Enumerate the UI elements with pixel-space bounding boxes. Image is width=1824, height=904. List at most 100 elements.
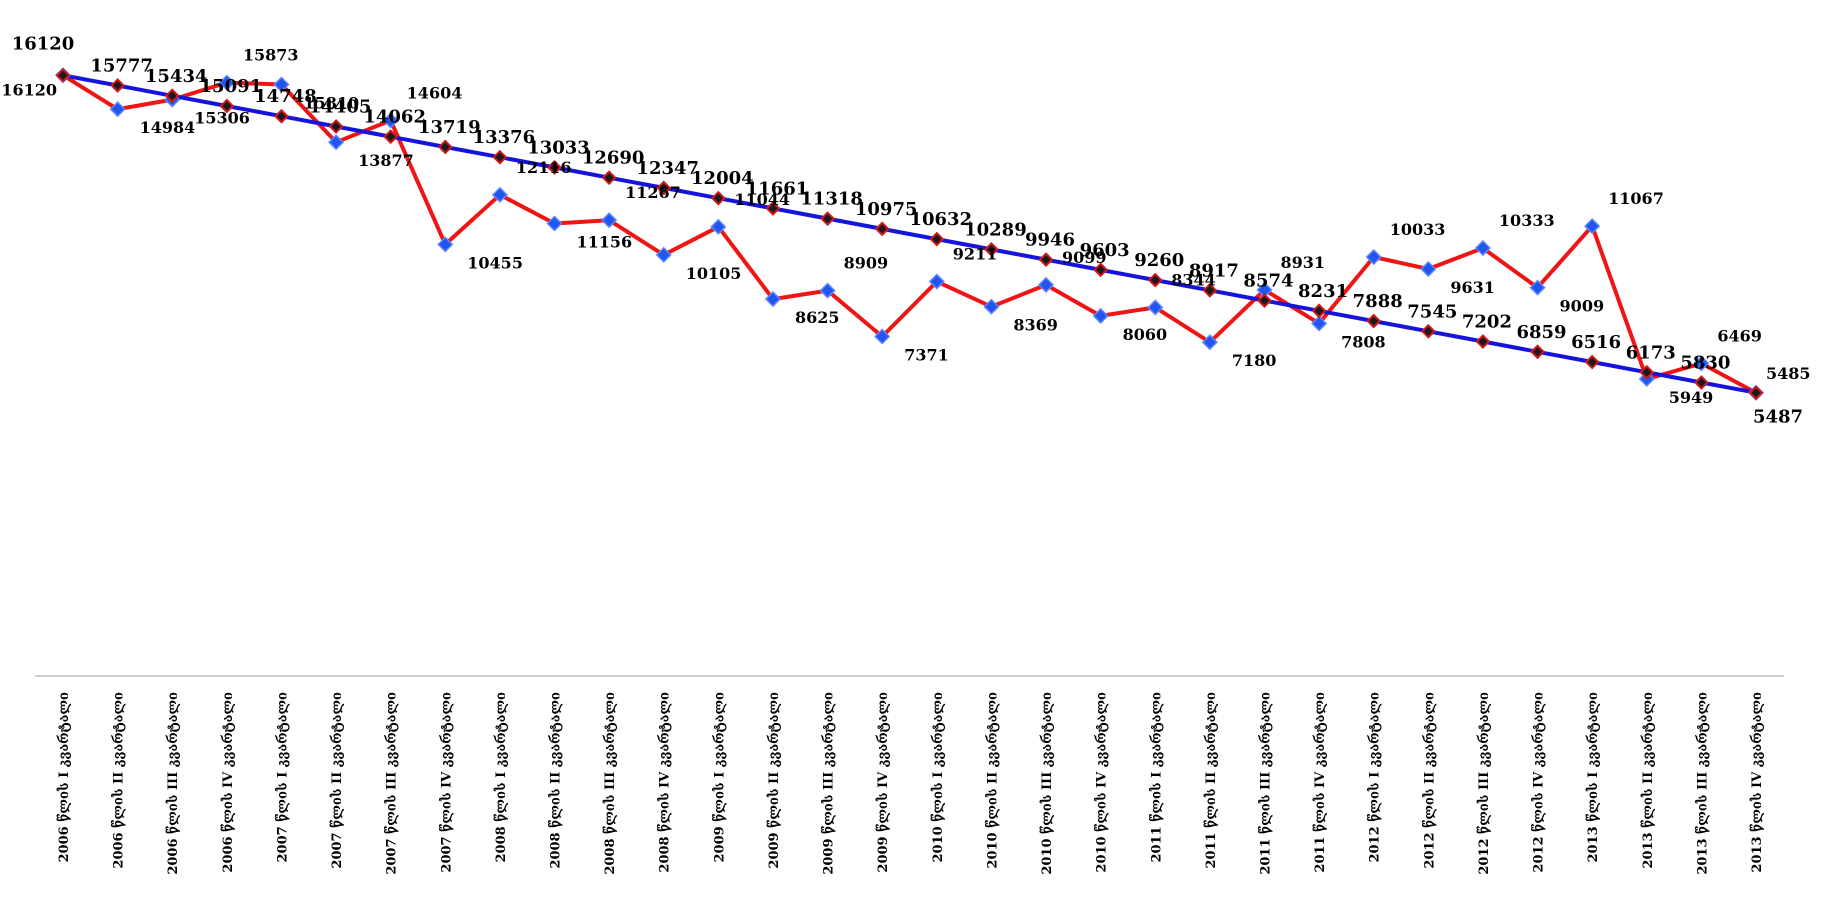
trend-point	[1257, 293, 1272, 308]
trend-data-label: 11318	[800, 189, 863, 210]
actual-point	[1311, 315, 1328, 332]
actual-point	[1529, 279, 1546, 296]
trend-point	[1147, 272, 1163, 288]
trend-data-label: 8231	[1298, 281, 1348, 302]
trend-point	[984, 241, 999, 257]
trend-data-label: 5487	[1753, 407, 1803, 428]
actual-point	[1092, 307, 1109, 324]
x-tick-label: 2009 წლის IV კვარტალი	[876, 692, 891, 873]
trend-point	[1530, 344, 1545, 360]
actual-data-label: 7371	[904, 345, 949, 364]
trend-point	[274, 108, 289, 124]
actual-data-label: 8909	[844, 254, 889, 273]
x-tick-label: 2008 წლის II კვარტალი	[549, 692, 564, 869]
x-tick-label: 2009 წლის II კვარტალი	[767, 692, 782, 869]
actual-point	[819, 282, 836, 299]
actual-point	[1147, 299, 1164, 316]
trend-data-label: 11661	[746, 178, 809, 199]
x-tick-label: 2008 წლის IV კვარტალი	[658, 692, 673, 873]
actual-data-label: 12116	[516, 158, 572, 177]
actual-data-label: 9211	[953, 245, 998, 264]
actual-point	[1420, 260, 1437, 278]
trend-point	[1584, 354, 1600, 370]
trend-data-label: 15434	[145, 66, 208, 87]
trend-data-label: 10632	[909, 209, 972, 230]
x-tick-label: 2012 წლის III კვარტალი	[1477, 692, 1492, 875]
actual-data-label: 13877	[358, 151, 414, 170]
trend-point	[219, 98, 235, 114]
actual-data-label: 10105	[686, 264, 742, 283]
trend-point	[492, 149, 508, 165]
actual-data-label: 9631	[1450, 278, 1495, 297]
actual-data-label: 8369	[1013, 316, 1058, 335]
x-tick-label: 2006 წლის II კვარტალი	[112, 692, 127, 869]
actual-point	[1474, 239, 1491, 257]
actual-data-label: 5485	[1766, 364, 1811, 383]
actual-data-label: 14984	[140, 118, 196, 137]
x-tick-label: 2011 წლის I კვარტალი	[1149, 692, 1164, 863]
x-tick-label: 2011 წლის IV კვარტალი	[1313, 692, 1328, 873]
actual-data-label: 9009	[1560, 297, 1605, 316]
series-markers	[54, 67, 1765, 401]
actual-point	[382, 112, 399, 129]
trend-data-label: 12004	[691, 168, 754, 189]
x-tick-label: 2012 წლის I კვარტალი	[1368, 692, 1383, 863]
trend-point	[1693, 375, 1709, 390]
actual-data-label: 10033	[1390, 220, 1446, 239]
x-tick-label: 2007 წლის II კვარტალი	[330, 692, 345, 869]
x-tick-label: 2006 წლის I კვარტალი	[57, 692, 72, 863]
actual-data-label: 8060	[1123, 325, 1168, 344]
actual-point	[655, 246, 672, 263]
actual-data-label: 8625	[795, 308, 840, 327]
trend-data-label: 7545	[1407, 301, 1457, 322]
x-tick-label: 2013 წლის I კვარტალი	[1586, 692, 1601, 863]
trend-data-label: 6859	[1516, 322, 1566, 343]
actual-data-label: 9099	[1062, 248, 1107, 267]
x-tick-label: 2007 წლის IV კვარტალი	[439, 692, 454, 873]
actual-point	[1201, 334, 1218, 351]
trend-data-label: 13376	[473, 127, 536, 148]
trend-point	[710, 190, 726, 206]
trend-data-label: 10289	[964, 219, 1027, 240]
trend-point	[437, 139, 453, 155]
trend-data-label: 7202	[1462, 312, 1512, 333]
x-tick-label: 2007 წლის I კვარტალი	[276, 692, 291, 863]
data-labels: 16120 15777154341509114748144051406213719…	[1, 33, 1810, 427]
actual-point	[874, 328, 891, 345]
actual-data-label: 11267	[625, 183, 681, 202]
actual-data-label: 10333	[1499, 211, 1555, 230]
actual-point	[328, 134, 345, 151]
x-tick-label: 2011 წლის III კვარტალი	[1259, 692, 1274, 875]
trend-data-label: 13719	[418, 117, 481, 138]
trend-data-label: 8574	[1243, 271, 1293, 292]
x-tick-label: 2008 წლის I კვარტალი	[494, 692, 509, 863]
actual-point	[437, 236, 454, 253]
actual-data-label: 6469	[1717, 326, 1762, 345]
x-axis-tick-labels: 2006 წლის I კვარტალი 2006 წლის II კვარტალ…	[57, 692, 1765, 875]
trend-point	[656, 180, 672, 196]
trend-point	[765, 200, 781, 216]
actual-point	[1365, 248, 1382, 266]
trend-point	[1475, 334, 1491, 349]
x-tick-label: 2008 წლის III კვარტალი	[603, 692, 618, 875]
x-tick-label: 2013 წლის II კვარტალი	[1641, 692, 1656, 869]
trend-data-label: 15777	[90, 56, 153, 77]
trend-data-label: 9603	[1080, 240, 1130, 261]
trend-point	[1420, 323, 1436, 339]
trend-point	[1748, 385, 1764, 401]
trend-data-label: 14405	[309, 96, 372, 117]
trend-point	[547, 160, 562, 175]
actual-data-label: 5949	[1669, 388, 1714, 407]
x-tick-label: 2010 წლის IV კვარტალი	[1095, 692, 1110, 873]
actual-data-label: 11156	[577, 232, 633, 251]
trend-point	[1038, 252, 1054, 268]
x-tick-label: 2012 წლის IV კვარტალი	[1532, 692, 1547, 873]
trend-data-label: 7888	[1353, 291, 1403, 312]
trend-data-label: 12347	[636, 158, 699, 179]
trend-point	[110, 78, 126, 93]
trend-data-label: 14062	[363, 107, 426, 128]
actual-point	[218, 74, 235, 91]
trend-data-label: 6516	[1571, 332, 1621, 353]
x-tick-label: 2006 წლის IV კვარტალი	[221, 692, 236, 873]
